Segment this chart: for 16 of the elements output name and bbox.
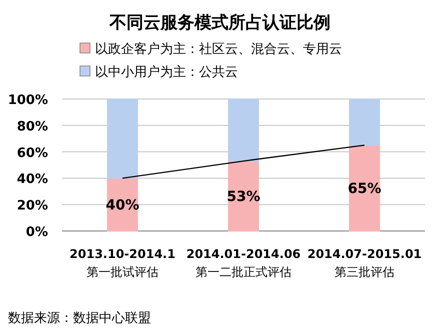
y-tick-label: 100% (8, 93, 48, 108)
x-tick-label: 2014.01-2014.06 第一二批正式评估 (186, 247, 301, 279)
source-note: 数据来源：数据中心联盟 (8, 310, 151, 326)
x-tick-label: 2014.07-2015.01 第三批评估 (307, 247, 422, 279)
y-tick-label: 40% (16, 172, 48, 188)
data-label: 65% (348, 181, 382, 198)
y-tick-label: 80% (16, 119, 48, 134)
data-label: 40% (106, 198, 140, 214)
y-tick-label: 60% (16, 146, 48, 161)
x-tick-label: 2013.10-2014.1 第一批试评估 (70, 247, 176, 279)
y-tick-label: 20% (16, 198, 48, 214)
legend-label: 以政企客户为主：社区云、混合云、专用云 (95, 41, 342, 57)
y-tick-label: 0% (26, 225, 48, 240)
data-label: 53% (226, 189, 260, 206)
legend-label: 以中小用户为主：公共云 (95, 64, 238, 80)
chart-title: 不同云服务模式所占认证比例 (108, 13, 330, 33)
